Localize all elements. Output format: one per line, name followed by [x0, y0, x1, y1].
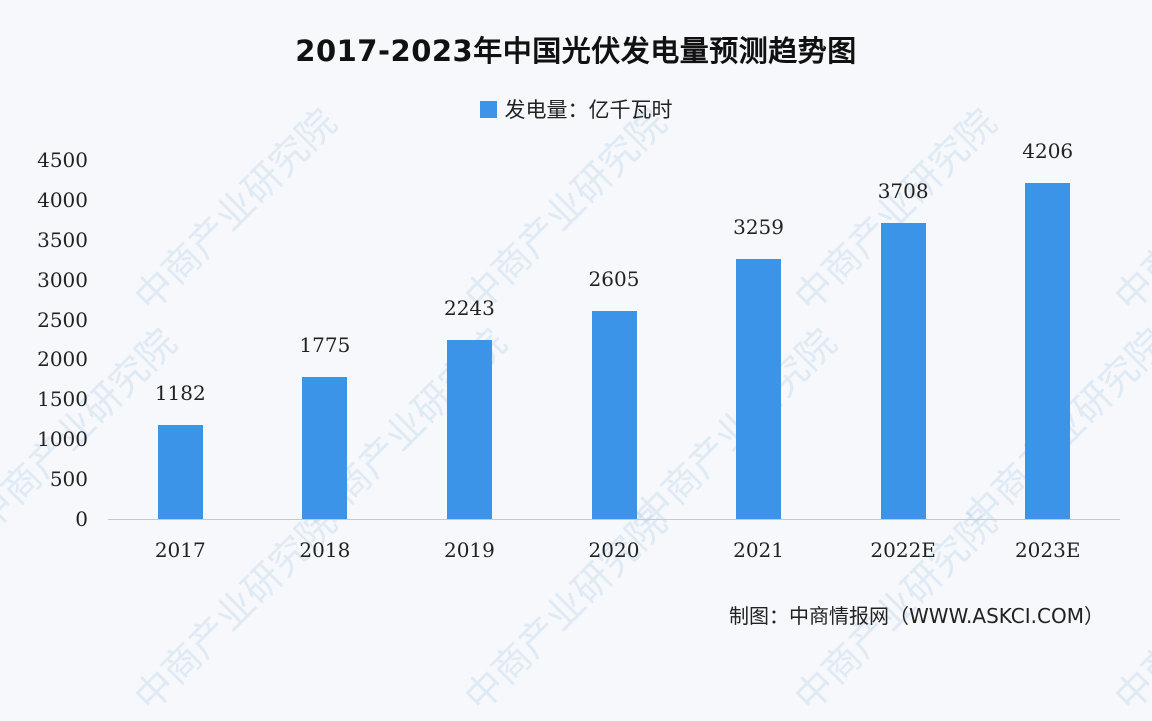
watermark-text: 中商产业研究院 [455, 500, 676, 720]
bar [736, 259, 782, 519]
x-tick-label: 2019 [443, 538, 495, 562]
bar [1025, 183, 1071, 519]
legend-swatch-icon [479, 100, 497, 118]
y-tick-label: 500 [49, 467, 88, 492]
data-label: 2243 [443, 296, 495, 321]
y-tick-label: 3000 [37, 267, 88, 292]
chart-title: 2017-2023年中国光伏发电量预测趋势图 [295, 34, 857, 68]
x-tick-label: 2018 [299, 538, 351, 562]
bar [591, 311, 637, 519]
y-tick-label: 2000 [37, 347, 88, 372]
legend: 发电量：亿千瓦时 [0, 94, 1152, 124]
data-label: 3708 [877, 179, 929, 204]
source-credit: 制图：中商情报网（WWW.ASKCI.COM） [729, 604, 1104, 628]
data-label: 3259 [733, 215, 785, 239]
watermark-text: 中商产业研究院 [125, 100, 346, 320]
data-label: 2605 [588, 267, 640, 292]
y-tick-label: 3500 [37, 227, 88, 252]
watermark-text: 中商产业研究院 [125, 500, 346, 720]
bar [302, 377, 348, 519]
x-tick-label: 2017 [154, 538, 206, 562]
y-tick-label: 4000 [37, 187, 88, 212]
y-tick-label: 1500 [37, 387, 88, 412]
data-label: 4206 [1022, 139, 1074, 164]
bar [446, 340, 492, 519]
y-tick-label: 0 [75, 507, 88, 531]
bar [880, 223, 926, 519]
x-tick-label: 2021 [733, 538, 785, 562]
x-tick-label: 2023E [1014, 538, 1081, 562]
watermark-text: 中商产业研究院 [1105, 500, 1152, 720]
x-tick-label: 2022E [870, 538, 936, 562]
watermark-text: 中商产业研究院 [1105, 100, 1152, 320]
x-axis-line [108, 519, 1120, 520]
y-tick-label: 2500 [37, 307, 88, 332]
data-label: 1182 [154, 380, 206, 405]
y-tick-label: 4500 [37, 148, 88, 172]
data-label: 1775 [299, 333, 351, 358]
x-tick-label: 2020 [588, 538, 640, 562]
bar [157, 424, 203, 519]
watermark-text: 中商产业研究院 [620, 314, 847, 541]
legend-label: 发电量：亿千瓦时 [504, 98, 673, 122]
y-tick-label: 1000 [37, 427, 88, 452]
